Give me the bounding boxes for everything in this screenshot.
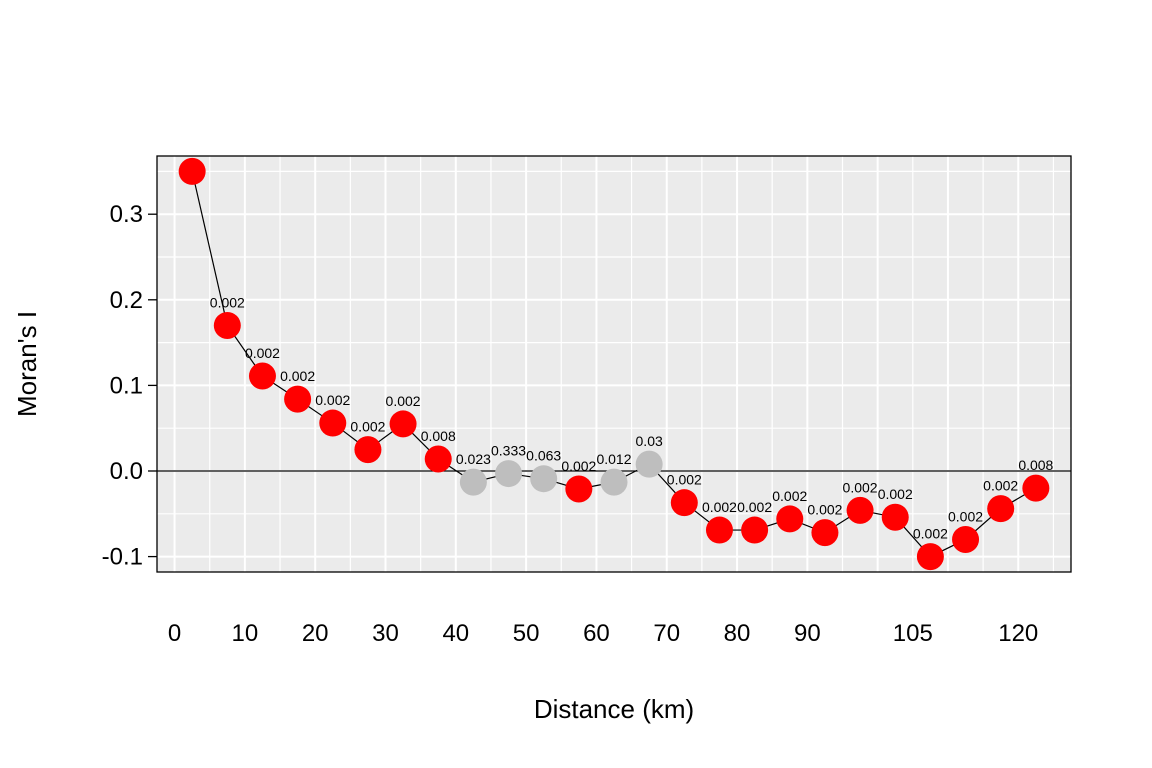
data-point [635, 450, 663, 478]
data-point [530, 465, 558, 493]
y-tick-label: 0.1 [110, 372, 143, 399]
p-value-label: 0.002 [983, 478, 1018, 494]
data-point [776, 505, 804, 533]
p-value-label: 0.002 [772, 488, 807, 504]
x-tick-label: 40 [442, 620, 469, 647]
x-tick-label: 0 [168, 620, 181, 647]
data-point [565, 475, 593, 503]
x-tick-label: 90 [794, 620, 821, 647]
data-point [354, 436, 382, 464]
p-value-label: 0.002 [948, 508, 983, 524]
p-value-label: 0.03 [636, 433, 663, 449]
data-point [424, 445, 452, 473]
x-tick-label: 50 [513, 620, 540, 647]
p-value-label: 0.008 [1018, 457, 1053, 473]
p-value-label: 0.063 [526, 448, 561, 464]
x-tick-label: 105 [893, 620, 933, 647]
data-point [600, 468, 628, 496]
p-value-label: 0.002 [386, 393, 421, 409]
p-value-label: 0.008 [421, 428, 456, 444]
p-value-label: 0.002 [702, 499, 737, 515]
x-tick-label: 10 [232, 620, 259, 647]
p-value-label: 0.002 [807, 502, 842, 518]
p-value-label: 0.333 [491, 443, 526, 459]
x-tick-label: 80 [724, 620, 751, 647]
data-point [178, 157, 206, 185]
data-point [213, 311, 241, 339]
data-point [811, 519, 839, 547]
y-tick-label: 0.0 [110, 458, 143, 485]
x-tick-label: 120 [998, 620, 1038, 647]
p-value-label: 0.012 [596, 451, 631, 467]
data-point [319, 409, 347, 437]
data-point [952, 525, 980, 553]
data-point [670, 489, 698, 517]
data-point [846, 496, 874, 524]
data-point [916, 543, 944, 571]
x-axis-title: Distance (km) [534, 694, 694, 724]
data-point [705, 516, 733, 544]
p-value-label: 0.002 [561, 458, 596, 474]
data-points [178, 157, 1050, 571]
data-point [284, 385, 312, 413]
x-tick-label: 70 [653, 620, 680, 647]
p-value-label: 0.002 [245, 345, 280, 361]
p-value-labels: 0.0020.0020.0020.0020.0020.0020.0080.023… [210, 294, 1054, 541]
data-point [389, 410, 417, 438]
p-value-label: 0.002 [350, 419, 385, 435]
p-value-label: 0.002 [210, 294, 245, 310]
data-point [741, 516, 769, 544]
p-value-label: 0.023 [456, 451, 491, 467]
y-tick-label: -0.1 [102, 544, 143, 571]
p-value-label: 0.002 [913, 526, 948, 542]
data-point [987, 495, 1015, 523]
y-axis: -0.1 0.0 0.1 0.2 0.3 [102, 201, 157, 571]
x-tick-label: 60 [583, 620, 610, 647]
p-value-label: 0.002 [737, 499, 772, 515]
y-axis-title: Moran's I [12, 311, 42, 417]
p-value-label: 0.002 [280, 368, 315, 384]
p-value-label: 0.002 [878, 486, 913, 502]
plot-frame [156, 155, 1072, 573]
data-point [248, 362, 276, 390]
data-point [1022, 474, 1050, 502]
x-axis: 0 10 20 30 40 50 60 70 80 90 105 120 [168, 620, 1038, 647]
data-point [495, 460, 523, 488]
data-point [881, 503, 909, 531]
x-tick-label: 30 [372, 620, 399, 647]
x-tick-label: 20 [302, 620, 329, 647]
p-value-label: 0.002 [667, 472, 702, 488]
p-value-label: 0.002 [843, 479, 878, 495]
y-tick-label: 0.3 [110, 201, 143, 228]
plot-background [157, 156, 1071, 572]
data-point [459, 468, 487, 496]
p-value-label: 0.002 [315, 392, 350, 408]
y-tick-label: 0.2 [110, 287, 143, 314]
